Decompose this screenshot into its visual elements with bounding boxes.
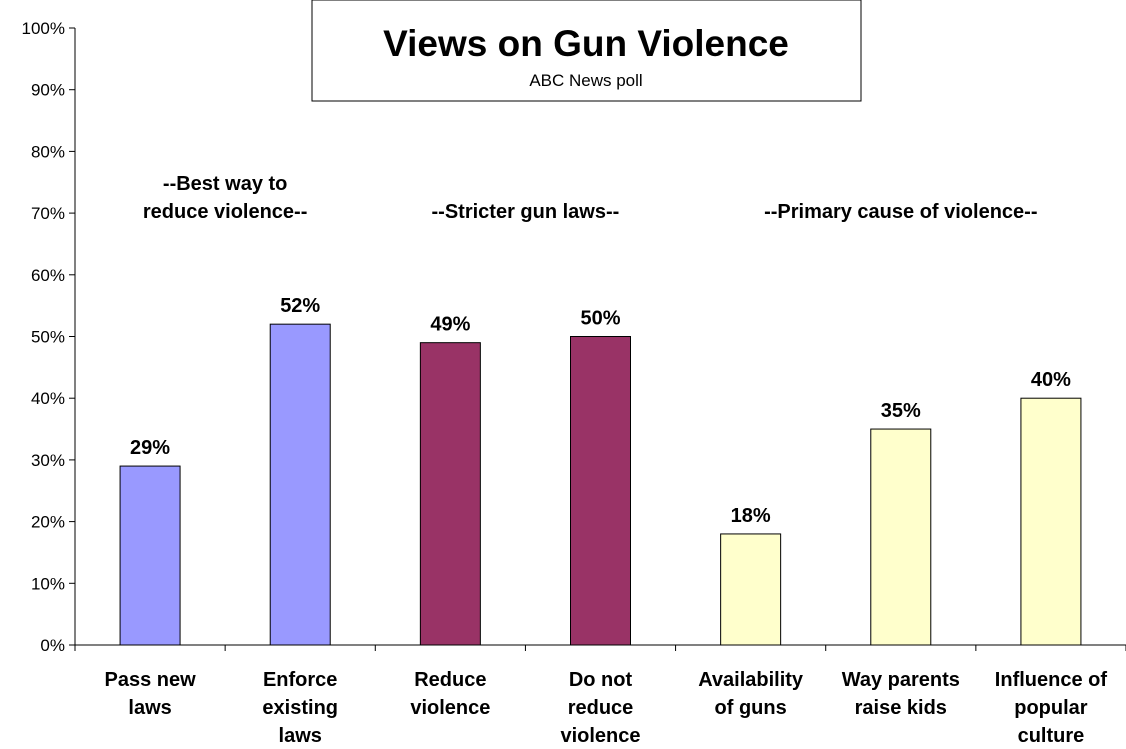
x-tick-label: Influence of popular culture [995, 669, 1108, 747]
chart-subtitle: ABC News poll [529, 71, 642, 90]
x-axis: Pass new laws Enforce existing laws Reduce vio… [74, 644, 1126, 747]
y-tick-label: 20% [31, 513, 65, 532]
bar [570, 336, 631, 646]
data-label: 18% [731, 505, 771, 527]
y-tick-label: 50% [31, 328, 65, 347]
value-labels: 29% 52% 49% 50% 18% 35% 40% [130, 295, 1071, 527]
x-tick-label: Do not reduce violence [560, 669, 640, 747]
y-tick-label: 0% [40, 636, 65, 655]
bar [269, 323, 331, 646]
y-tick-label: 80% [31, 142, 65, 161]
data-label: 40% [1031, 369, 1071, 391]
title-box-frame [311, 0, 862, 102]
title-box: Views on Gun Violence ABC News poll [311, 0, 862, 102]
bar [870, 428, 932, 646]
data-label: 29% [130, 437, 170, 459]
y-tick-label: 60% [31, 266, 65, 285]
data-label: 52% [280, 295, 320, 317]
group-label: --Primary cause of violence-- [764, 201, 1037, 223]
y-tick-label: 30% [31, 451, 65, 470]
group-label: --Best way to reduce violence-- [143, 173, 308, 223]
y-tick-label: 10% [31, 574, 65, 593]
x-tick-label: Reduce violence [410, 669, 490, 719]
x-tick-label: Pass new laws [104, 669, 196, 719]
group-label: --Stricter gun laws-- [432, 201, 620, 223]
data-label: 50% [580, 308, 620, 330]
bar [119, 465, 181, 646]
bar [419, 342, 481, 646]
bar [1020, 397, 1082, 646]
y-tick-label: 100% [22, 19, 65, 38]
y-tick-label: 90% [31, 81, 65, 100]
y-tick-label: 70% [31, 204, 65, 223]
data-label: 49% [430, 314, 470, 336]
bar [720, 533, 782, 646]
chart-title: Views on Gun Violence [383, 23, 789, 64]
x-tick-label: Enforce existing laws [262, 669, 338, 747]
data-label: 35% [881, 400, 921, 422]
y-tick-label: 40% [31, 389, 65, 408]
x-tick-label: Availability of guns [698, 669, 804, 719]
group-labels: --Best way to reduce violence-- --Stricter… [143, 173, 1038, 223]
x-tick-label: Way parents raise kids [842, 669, 960, 719]
y-axis: 0% 10% 20% 30% 40% 50% 60% 70% 80% 90% 100% [22, 19, 76, 655]
bars [119, 323, 1082, 646]
